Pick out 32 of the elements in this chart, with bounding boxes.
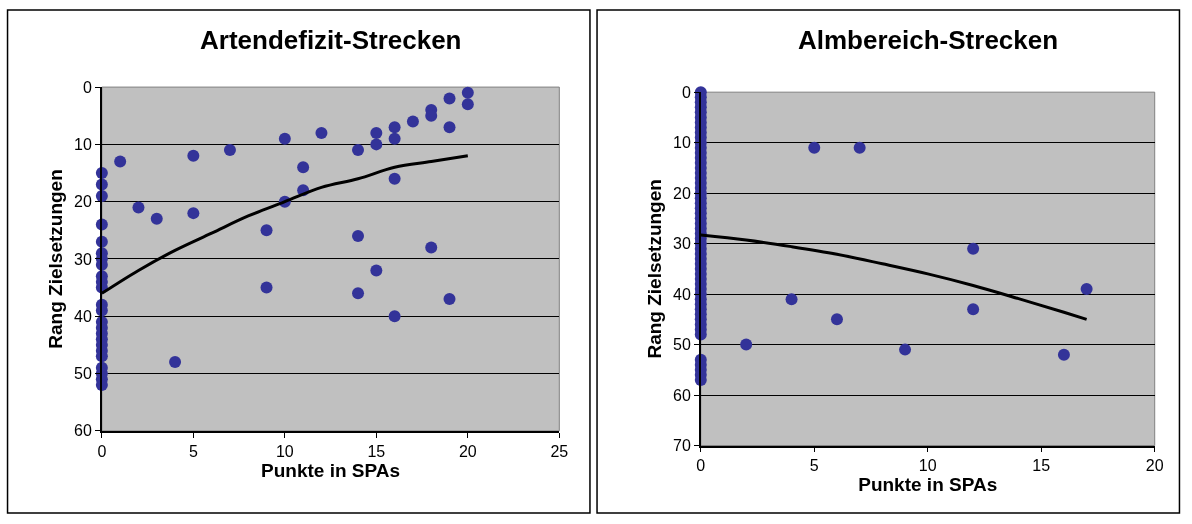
x-tick-label: 15 (1032, 457, 1051, 475)
x-tick-label: 10 (918, 457, 937, 475)
x-tick-label: 10 (275, 442, 294, 460)
y-tick-label: 30 (673, 235, 691, 253)
y-tick-label: 10 (74, 135, 93, 153)
x-tick-label: 5 (188, 442, 198, 460)
y-tick-label: 30 (74, 250, 93, 268)
y-tick-label: 0 (681, 83, 691, 101)
y-tick-label: 50 (74, 365, 93, 383)
x-tick-label: 5 (809, 457, 819, 475)
x-tick-label: 20 (458, 442, 477, 460)
y-tick-label: 60 (673, 386, 691, 404)
x-tick-label: 0 (97, 442, 107, 460)
chart-title: Almbereich-Strecken (798, 25, 1059, 55)
x-axis-title: Punkte in SPAs (858, 474, 998, 496)
y-tick-label: 50 (673, 336, 691, 354)
x-tick-label: 20 (1145, 457, 1164, 475)
y-axis-title: Rang Zielsetzungen (644, 179, 666, 359)
x-tick-label: 15 (367, 442, 386, 460)
x-tick-label: 0 (696, 457, 706, 475)
y-tick-label: 40 (74, 307, 93, 325)
y-tick-label: 0 (83, 78, 92, 96)
x-tick-label: 25 (550, 442, 569, 460)
y-tick-label: 20 (673, 184, 691, 202)
x-axis-title: Punkte in SPAs (261, 459, 401, 481)
chart-title: Artendefizit-Strecken (200, 25, 462, 55)
y-axis-title: Rang Zielsetzungen (45, 169, 67, 349)
y-tick-label: 20 (74, 193, 93, 211)
y-tick-label: 60 (74, 422, 93, 440)
y-tick-label: 70 (673, 437, 691, 455)
y-tick-label: 10 (673, 134, 691, 152)
y-tick-label: 40 (673, 285, 691, 303)
